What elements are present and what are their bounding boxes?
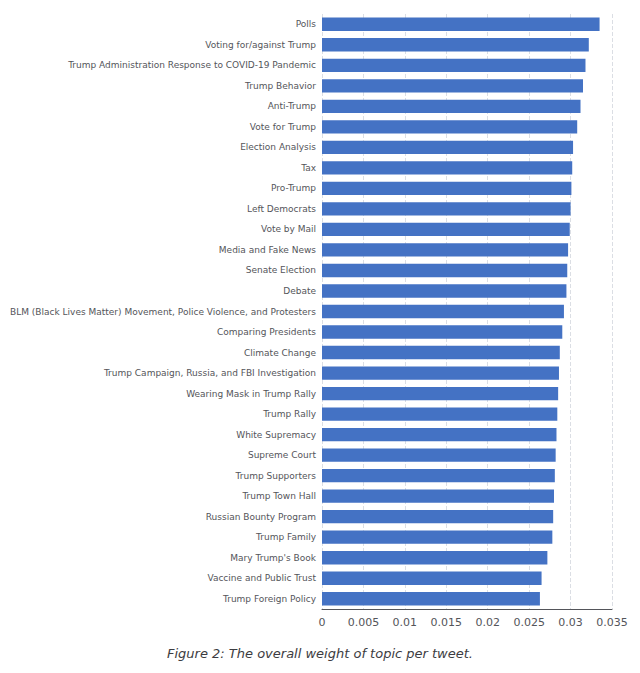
svg-text:Russian Bounty Program: Russian Bounty Program: [206, 512, 316, 522]
svg-text:Trump Family: Trump Family: [255, 532, 317, 542]
svg-text:Trump Behavior: Trump Behavior: [244, 81, 316, 91]
svg-text:0.035: 0.035: [596, 616, 628, 629]
svg-text:Left Democrats: Left Democrats: [247, 204, 316, 214]
svg-text:Voting for/against Trump: Voting for/against Trump: [205, 40, 316, 50]
svg-text:0.02: 0.02: [475, 616, 500, 629]
svg-text:Trump Campaign, Russia, and FB: Trump Campaign, Russia, and FBI Investig…: [103, 368, 316, 378]
svg-text:Senate Election: Senate Election: [246, 265, 316, 275]
svg-text:BLM (Black Lives Matter) Movem: BLM (Black Lives Matter) Movement, Polic…: [10, 307, 316, 317]
svg-text:Mary Trump's Book: Mary Trump's Book: [230, 553, 316, 563]
svg-text:Vaccine and Public Trust: Vaccine and Public Trust: [207, 573, 316, 583]
svg-text:White Supremacy: White Supremacy: [236, 430, 316, 440]
svg-text:Figure 2: The overall weight o: Figure 2: The overall weight of topic pe…: [167, 646, 473, 661]
svg-text:Trump Supporters: Trump Supporters: [235, 471, 317, 481]
svg-text:Polls: Polls: [296, 19, 317, 29]
svg-text:Wearing Mask in Trump Rally: Wearing Mask in Trump Rally: [186, 389, 317, 399]
svg-text:0.025: 0.025: [513, 616, 545, 629]
svg-text:Trump Administration Response: Trump Administration Response to COVID-1…: [67, 60, 316, 70]
svg-text:Vote by Mail: Vote by Mail: [261, 224, 316, 234]
svg-text:Media and Fake News: Media and Fake News: [219, 245, 316, 255]
svg-text:Trump Town Hall: Trump Town Hall: [241, 491, 316, 501]
svg-text:Tax: Tax: [300, 163, 317, 173]
svg-text:Climate Change: Climate Change: [244, 348, 316, 358]
svg-text:0.005: 0.005: [348, 616, 380, 629]
svg-text:0.03: 0.03: [558, 616, 583, 629]
svg-text:Vote for Trump: Vote for Trump: [250, 122, 316, 132]
svg-text:0.01: 0.01: [393, 616, 418, 629]
svg-text:Trump Foreign Policy: Trump Foreign Policy: [222, 594, 317, 604]
svg-text:Comparing Presidents: Comparing Presidents: [217, 327, 316, 337]
svg-text:Anti-Trump: Anti-Trump: [268, 101, 317, 111]
svg-text:Debate: Debate: [283, 286, 316, 296]
svg-text:0.015: 0.015: [431, 616, 463, 629]
svg-text:Pro-Trump: Pro-Trump: [271, 183, 316, 193]
svg-text:0: 0: [319, 616, 326, 629]
svg-text:Trump Rally: Trump Rally: [262, 409, 316, 419]
svg-text:Supreme Court: Supreme Court: [248, 450, 317, 460]
svg-text:Election Analysis: Election Analysis: [240, 142, 316, 152]
